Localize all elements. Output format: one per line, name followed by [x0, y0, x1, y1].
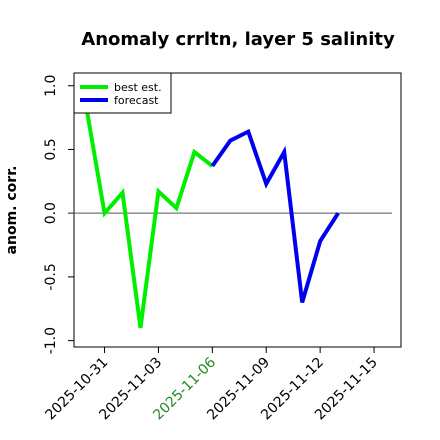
y-tick-label: -0.5: [43, 263, 59, 290]
legend-box: [73, 72, 172, 114]
y-tick-label: 0.5: [43, 138, 59, 160]
legend: best est. forecast: [73, 72, 172, 114]
y-tick-label: 0.0: [43, 202, 59, 224]
y-tick-label: -1.0: [43, 327, 59, 354]
series-line-forecast: [210, 128, 340, 303]
y-tick-label: 1.0: [43, 75, 59, 97]
chart-title: Anomaly crrltn, layer 5 salinity: [81, 29, 395, 50]
y-axis: -1.0 -0.5 0.0 0.5 1.0: [43, 75, 74, 354]
plot-area-frame: [73, 72, 402, 348]
y-axis-label: anom. corr.: [4, 166, 20, 255]
legend-label-best-est: best est.: [114, 81, 162, 94]
x-axis: 2025-10-312025-11-032025-11-062025-11-09…: [43, 347, 381, 423]
series-line-best-est: [84, 108, 214, 329]
series-group: [84, 108, 340, 329]
legend-label-forecast: forecast: [114, 94, 159, 107]
